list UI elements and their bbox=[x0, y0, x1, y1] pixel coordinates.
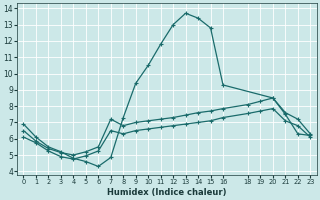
X-axis label: Humidex (Indice chaleur): Humidex (Indice chaleur) bbox=[107, 188, 227, 197]
